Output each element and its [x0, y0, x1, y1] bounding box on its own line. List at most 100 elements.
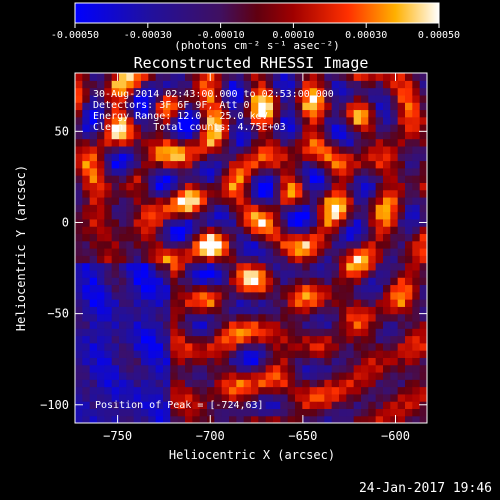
heatmap-cell — [368, 291, 377, 300]
heatmap-cell — [302, 189, 311, 198]
heatmap-cell — [243, 335, 252, 344]
heatmap-cell — [221, 269, 230, 278]
heatmap-cell — [133, 277, 142, 286]
heatmap-cell — [324, 182, 333, 191]
heatmap-cell — [383, 415, 391, 423]
heatmap-cell — [243, 291, 252, 300]
heatmap-cell — [317, 218, 325, 227]
heatmap-cell — [361, 364, 369, 373]
heatmap-cell — [317, 306, 325, 315]
heatmap-cell — [82, 226, 91, 235]
heatmap-cell — [97, 401, 105, 410]
heatmap-cell — [287, 109, 296, 118]
heatmap-cell — [229, 204, 237, 213]
heatmap-cell — [177, 226, 186, 235]
heatmap-cell — [368, 87, 377, 96]
heatmap-cell — [405, 248, 413, 256]
heatmap-cell — [192, 284, 201, 293]
heatmap-cell — [353, 116, 362, 125]
colorbar-tick-label: -0.00030 — [124, 30, 172, 41]
heatmap-cell — [331, 386, 340, 395]
heatmap-cell — [163, 204, 171, 213]
heatmap-cell — [170, 262, 179, 271]
heatmap-cell — [126, 306, 135, 315]
heatmap-cell — [185, 145, 193, 154]
colorbar-tick-label: -0.00010 — [197, 30, 245, 41]
heatmap-cell — [331, 124, 340, 132]
heatmap-cell — [119, 189, 127, 198]
heatmap-cell — [229, 401, 237, 410]
heatmap-cell — [368, 277, 377, 286]
heatmap-cell — [82, 306, 91, 315]
heatmap-cell — [170, 328, 179, 337]
heatmap-cell — [309, 284, 318, 293]
heatmap-cell — [258, 153, 267, 162]
heatmap-cell — [361, 408, 369, 417]
heatmap-cell — [155, 218, 164, 227]
heatmap-cell — [97, 415, 105, 423]
heatmap-cell — [111, 364, 120, 373]
heatmap-cell — [390, 277, 399, 286]
heatmap-cell — [141, 335, 149, 344]
heatmap-cell — [229, 87, 237, 96]
heatmap-cell — [419, 415, 427, 423]
heatmap-cell — [141, 226, 149, 235]
heatmap-cell — [141, 299, 149, 307]
heatmap-cell — [243, 233, 252, 242]
heatmap-cell — [317, 350, 325, 358]
heatmap-cell — [339, 102, 347, 111]
heatmap-cell — [258, 313, 267, 322]
heatmap-cell — [214, 277, 223, 286]
heatmap-cell — [309, 182, 318, 191]
heatmap-cell — [405, 138, 413, 147]
heatmap-cell — [331, 160, 340, 169]
heatmap-cell — [295, 175, 303, 183]
heatmap-cell — [287, 218, 296, 227]
heatmap-cell — [295, 204, 303, 213]
heatmap-cell — [353, 262, 362, 271]
heatmap-cell — [273, 357, 281, 366]
heatmap-cell — [192, 109, 201, 118]
heatmap-cell — [177, 138, 186, 147]
heatmap-cell — [141, 313, 149, 322]
heatmap-cell — [251, 393, 259, 402]
heatmap-cell — [324, 371, 333, 380]
heatmap-cell — [346, 328, 355, 337]
heatmap-cell — [214, 328, 223, 337]
heatmap-cell — [243, 262, 252, 271]
heatmap-cell — [75, 167, 83, 176]
heatmap-cell — [207, 313, 215, 322]
heatmap-cell — [375, 167, 384, 176]
heatmap-cell — [346, 131, 355, 140]
heatmap-cell — [177, 204, 186, 213]
heatmap-cell — [251, 408, 259, 417]
heatmap-cell — [390, 262, 399, 271]
heatmap-cell — [419, 109, 427, 118]
heatmap-cell — [104, 379, 113, 388]
heatmap-cell — [280, 131, 289, 140]
heatmap-cell — [353, 233, 362, 242]
heatmap-cell — [346, 109, 355, 118]
heatmap-cell — [405, 160, 413, 169]
heatmap-cell — [368, 393, 377, 402]
heatmap-cell — [214, 320, 223, 329]
heatmap-cell — [236, 313, 245, 322]
heatmap-cell — [155, 393, 164, 402]
heatmap-cell — [419, 299, 427, 307]
heatmap-cell — [133, 371, 142, 380]
heatmap-cell — [111, 255, 120, 264]
heatmap-cell — [155, 291, 164, 300]
heatmap-cell — [243, 342, 252, 351]
heatmap-cell — [104, 401, 113, 410]
heatmap-cell — [331, 284, 340, 293]
heatmap-cell — [280, 87, 289, 96]
heatmap-cell — [287, 371, 296, 380]
heatmap-cell — [390, 415, 399, 423]
x-tick-label: −600 — [381, 429, 410, 443]
x-tick-label: −750 — [103, 429, 132, 443]
heatmap-cell — [148, 233, 157, 242]
heatmap-cell — [273, 87, 281, 96]
heatmap-cell — [148, 160, 157, 169]
heatmap-cell — [141, 320, 149, 329]
heatmap-cell — [207, 379, 215, 388]
